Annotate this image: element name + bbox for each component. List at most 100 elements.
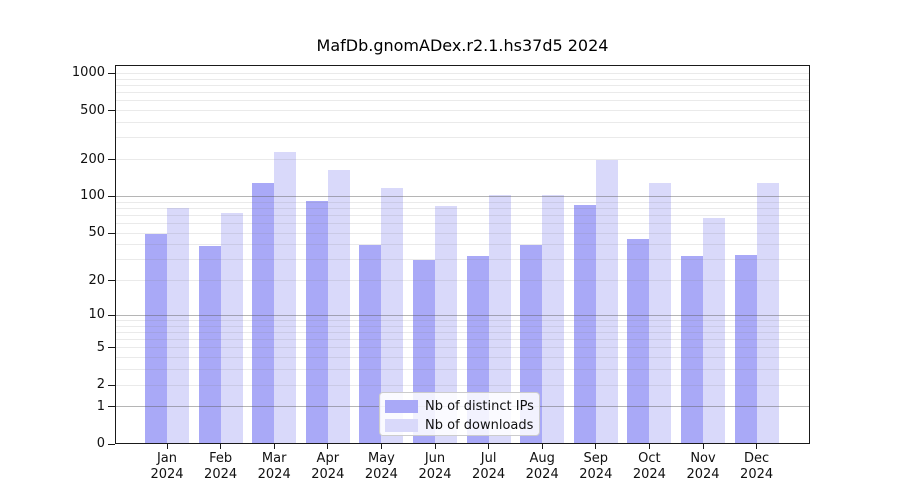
y-tick-label-20: 20 — [88, 272, 105, 288]
x-tick-year: 2024 — [150, 467, 184, 482]
x-tick-month: Aug — [529, 451, 555, 466]
x-tick-month: Mar — [261, 451, 287, 466]
y-tick-mark-50 — [108, 232, 115, 234]
legend-label-distinct-ips: Nb of distinct IPs — [425, 398, 534, 414]
x-tick-year: 2024 — [364, 467, 398, 482]
y-tick-mark-20 — [108, 280, 115, 282]
gridline-minor-300 — [116, 137, 809, 139]
x-tick-month: Jan — [156, 451, 178, 466]
bar-nb-of-downloads-jan — [167, 208, 189, 444]
legend-swatch-distinct-ips — [385, 399, 418, 413]
x-tick-month: Jun — [424, 451, 446, 466]
x-tick-year: 2024 — [311, 467, 345, 482]
x-tick-mark-dec — [756, 444, 758, 449]
bar-nb-of-distinct-ips-sep — [573, 205, 596, 444]
y-tick-label-200: 200 — [80, 151, 105, 167]
y-tick-mark-10 — [108, 314, 115, 316]
x-tick-label-apr: Apr 2024 — [296, 451, 360, 483]
bar-nb-of-distinct-ips-feb — [198, 246, 221, 444]
x-tick-mark-nov — [702, 444, 704, 449]
x-tick-label-jul: Jul 2024 — [457, 451, 521, 483]
x-tick-label-feb: Feb 2024 — [189, 451, 253, 483]
gridline-minor-800 — [116, 84, 809, 86]
x-tick-mark-apr — [327, 444, 329, 449]
x-tick-label-jan: Jan 2024 — [135, 451, 199, 483]
x-tick-month: Feb — [209, 451, 233, 466]
x-tick-year: 2024 — [525, 467, 559, 482]
bar-nb-of-distinct-ips-nov — [681, 256, 703, 444]
bar-nb-of-downloads-feb — [220, 213, 243, 444]
x-tick-year: 2024 — [632, 467, 666, 482]
y-tick-mark-1 — [108, 406, 115, 408]
bar-nb-of-downloads-nov — [703, 218, 725, 444]
x-tick-label-aug: Aug 2024 — [510, 451, 574, 483]
gridline-minor-400 — [116, 122, 809, 124]
x-tick-month: Sep — [583, 451, 609, 466]
gridline-minor-700 — [116, 92, 809, 94]
gridline-minor-80 — [116, 207, 809, 209]
gridline-minor-90 — [116, 201, 809, 203]
x-tick-year: 2024 — [204, 467, 238, 482]
x-tick-month: Oct — [638, 451, 661, 466]
x-tick-year: 2024 — [740, 467, 774, 482]
y-tick-mark-500 — [108, 110, 115, 112]
x-tick-label-sep: Sep 2024 — [564, 451, 628, 483]
x-tick-label-dec: Dec 2024 — [725, 451, 789, 483]
x-tick-mark-jan — [166, 444, 168, 449]
y-tick-mark-1000 — [108, 72, 115, 74]
x-tick-mark-jun — [434, 444, 436, 449]
gridline-minor-1000 — [116, 72, 809, 74]
bar-nb-of-distinct-ips-apr — [305, 200, 328, 444]
y-tick-label-100: 100 — [80, 188, 105, 204]
legend-swatch-downloads — [385, 418, 418, 432]
x-tick-month: Jul — [480, 451, 497, 466]
x-tick-mark-mar — [273, 444, 275, 449]
y-tick-mark-100 — [108, 195, 115, 197]
x-tick-month: Dec — [744, 451, 770, 466]
x-tick-mark-jul — [488, 444, 490, 449]
y-tick-mark-200 — [108, 159, 115, 161]
x-tick-label-mar: Mar 2024 — [242, 451, 306, 483]
bar-nb-of-downloads-mar — [274, 152, 297, 444]
bar-nb-of-downloads-dec — [756, 183, 779, 444]
bar-nb-of-distinct-ips-jan — [145, 234, 167, 444]
x-tick-year: 2024 — [418, 467, 452, 482]
gridline-major-100 — [116, 195, 809, 197]
x-tick-month: Apr — [316, 451, 340, 466]
gridline-minor-200 — [116, 159, 809, 161]
x-tick-year: 2024 — [579, 467, 613, 482]
y-tick-label-0: 0 — [96, 436, 105, 451]
x-tick-mark-sep — [595, 444, 597, 449]
bar-nb-of-distinct-ips-mar — [252, 182, 275, 444]
bar-nb-of-distinct-ips-may — [359, 244, 382, 444]
bar-nb-of-downloads-jun — [435, 206, 457, 444]
y-tick-label-2: 2 — [96, 377, 105, 393]
chart-title: MafDb.gnomADex.r2.1.hs37d5 2024 — [316, 36, 609, 55]
gridline-minor-500 — [116, 110, 809, 112]
bar-nb-of-distinct-ips-dec — [734, 254, 757, 444]
legend-label-downloads: Nb of downloads — [425, 417, 534, 433]
legend-item-downloads: Nb of downloads — [385, 416, 533, 434]
y-tick-mark-0 — [108, 443, 115, 445]
y-tick-label-10: 10 — [88, 307, 105, 323]
bar-nb-of-downloads-apr — [327, 169, 350, 444]
y-tick-label-50: 50 — [88, 225, 105, 241]
x-tick-mark-may — [380, 444, 382, 449]
x-tick-mark-feb — [220, 444, 222, 449]
x-tick-year: 2024 — [257, 467, 291, 482]
x-tick-mark-aug — [541, 444, 543, 449]
gridline-minor-600 — [116, 100, 809, 102]
y-tick-mark-2 — [108, 384, 115, 386]
bar-nb-of-distinct-ips-oct — [627, 238, 650, 444]
bar-nb-of-downloads-sep — [595, 159, 618, 444]
y-tick-mark-5 — [108, 347, 115, 349]
bar-nb-of-downloads-may — [381, 187, 404, 444]
legend: Nb of distinct IPs Nb of downloads — [379, 392, 540, 436]
x-tick-label-nov: Nov 2024 — [671, 451, 735, 483]
bar-nb-of-downloads-oct — [649, 182, 672, 444]
x-tick-month: May — [367, 451, 395, 466]
gridline-minor-900 — [116, 78, 809, 80]
legend-item-distinct-ips: Nb of distinct IPs — [385, 397, 534, 415]
x-tick-label-oct: Oct 2024 — [617, 451, 681, 483]
bar-nb-of-downloads-aug — [542, 195, 565, 444]
